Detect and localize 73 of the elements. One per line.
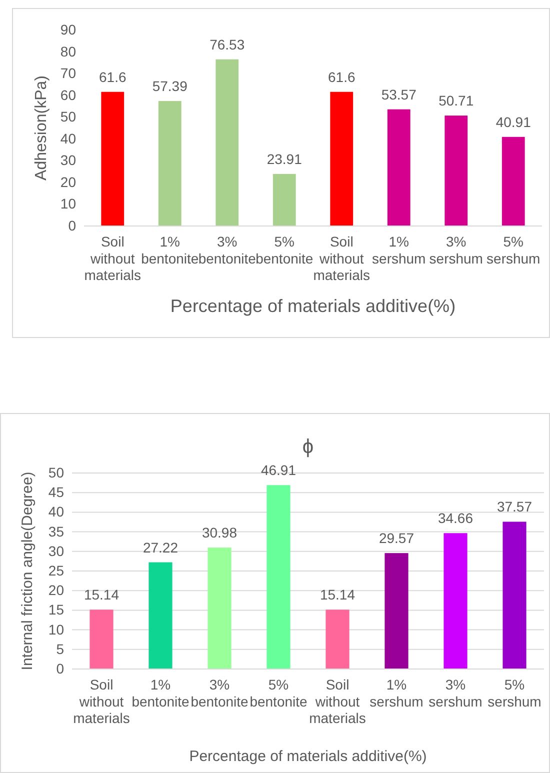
data-label: 15.14 <box>84 586 120 603</box>
bar <box>90 610 114 669</box>
x-tick-label: Soil without materials <box>73 676 130 726</box>
y-tick-label: 25 <box>48 562 64 578</box>
data-label: 15.14 <box>320 586 356 603</box>
data-label: 76.53 <box>210 36 245 52</box>
bar <box>208 548 232 669</box>
data-label: 30.98 <box>202 524 238 541</box>
x-tick-label: 3% bentonite <box>198 234 256 266</box>
data-label: 23.91 <box>266 150 302 167</box>
y-axis-title: Internal friction angle(Degree) <box>19 472 36 670</box>
x-tick-label: 3% sershum <box>428 676 482 710</box>
bar <box>384 553 408 669</box>
x-tick-label: 5% bentonite <box>250 676 308 710</box>
bar <box>148 562 172 669</box>
x-tick-label: 1% sershum <box>370 676 424 710</box>
x-tick-label: 5% sershum <box>488 676 542 710</box>
data-label: 37.57 <box>496 498 532 515</box>
y-tick-label: 20 <box>48 582 64 598</box>
x-tick-label: 1% bentonite <box>141 234 199 266</box>
x-tick-label: 1% sershum <box>372 234 426 266</box>
y-tick-label: 30 <box>48 542 64 559</box>
bar <box>502 522 526 669</box>
x-tick-label: 1% bentonite <box>132 676 190 710</box>
y-tick-label: 40 <box>48 504 64 520</box>
y-tick-label: 10 <box>48 621 64 638</box>
chart-title: ϕ <box>302 436 314 458</box>
y-tick-label: 20 <box>60 174 76 190</box>
bar <box>326 610 350 669</box>
bar <box>158 101 182 226</box>
data-label: 57.39 <box>152 78 188 94</box>
data-label: 50.71 <box>438 92 474 109</box>
y-tick-label: 40 <box>60 130 76 146</box>
bar <box>502 136 525 226</box>
data-label: 46.91 <box>260 462 296 478</box>
y-tick-label: 0 <box>68 217 76 234</box>
y-tick-label: 70 <box>60 65 76 82</box>
x-tick-label: 3% bentonite <box>190 676 249 710</box>
y-tick-label: 35 <box>48 523 64 540</box>
data-label: 61.6 <box>99 68 126 85</box>
bar <box>444 116 468 226</box>
x-tick-label: Soil without materials <box>309 676 366 726</box>
y-tick-label: 0 <box>56 660 64 676</box>
bar <box>330 92 354 226</box>
data-label: 53.57 <box>381 86 417 102</box>
bar <box>216 59 239 226</box>
bar <box>101 92 124 226</box>
y-tick-label: 80 <box>60 43 76 60</box>
x-tick-label: Soil without materials <box>84 234 142 284</box>
y-tick-label: 50 <box>60 108 76 125</box>
y-axis-title: Adhesion(kPa) <box>33 76 50 180</box>
y-tick-label: 90 <box>60 21 76 38</box>
y-tick-label: 15 <box>48 602 64 618</box>
bar <box>266 485 290 669</box>
y-tick-label: 10 <box>60 196 76 212</box>
x-tick-label: 3% sershum <box>429 234 483 266</box>
x-axis-title: Percentage of materials additive(%) <box>189 748 427 765</box>
y-tick-label: 60 <box>60 86 76 103</box>
bar <box>272 174 296 226</box>
y-tick-label: 5 <box>56 640 64 657</box>
y-tick-label: 50 <box>48 464 64 480</box>
data-label: 29.57 <box>378 530 414 546</box>
x-tick-label: Soil without materials <box>313 234 370 284</box>
data-label: 27.22 <box>142 539 178 556</box>
y-tick-label: 30 <box>60 152 76 168</box>
y-tick-label: 45 <box>48 484 64 500</box>
data-label: 61.6 <box>328 68 356 85</box>
x-axis-title: Percentage of materials additive(%) <box>170 296 456 316</box>
data-label: 40.91 <box>496 114 532 130</box>
bar <box>387 109 410 226</box>
data-label: 34.66 <box>438 510 474 526</box>
bar <box>444 533 468 669</box>
x-tick-label: 5% sershum <box>486 234 540 266</box>
